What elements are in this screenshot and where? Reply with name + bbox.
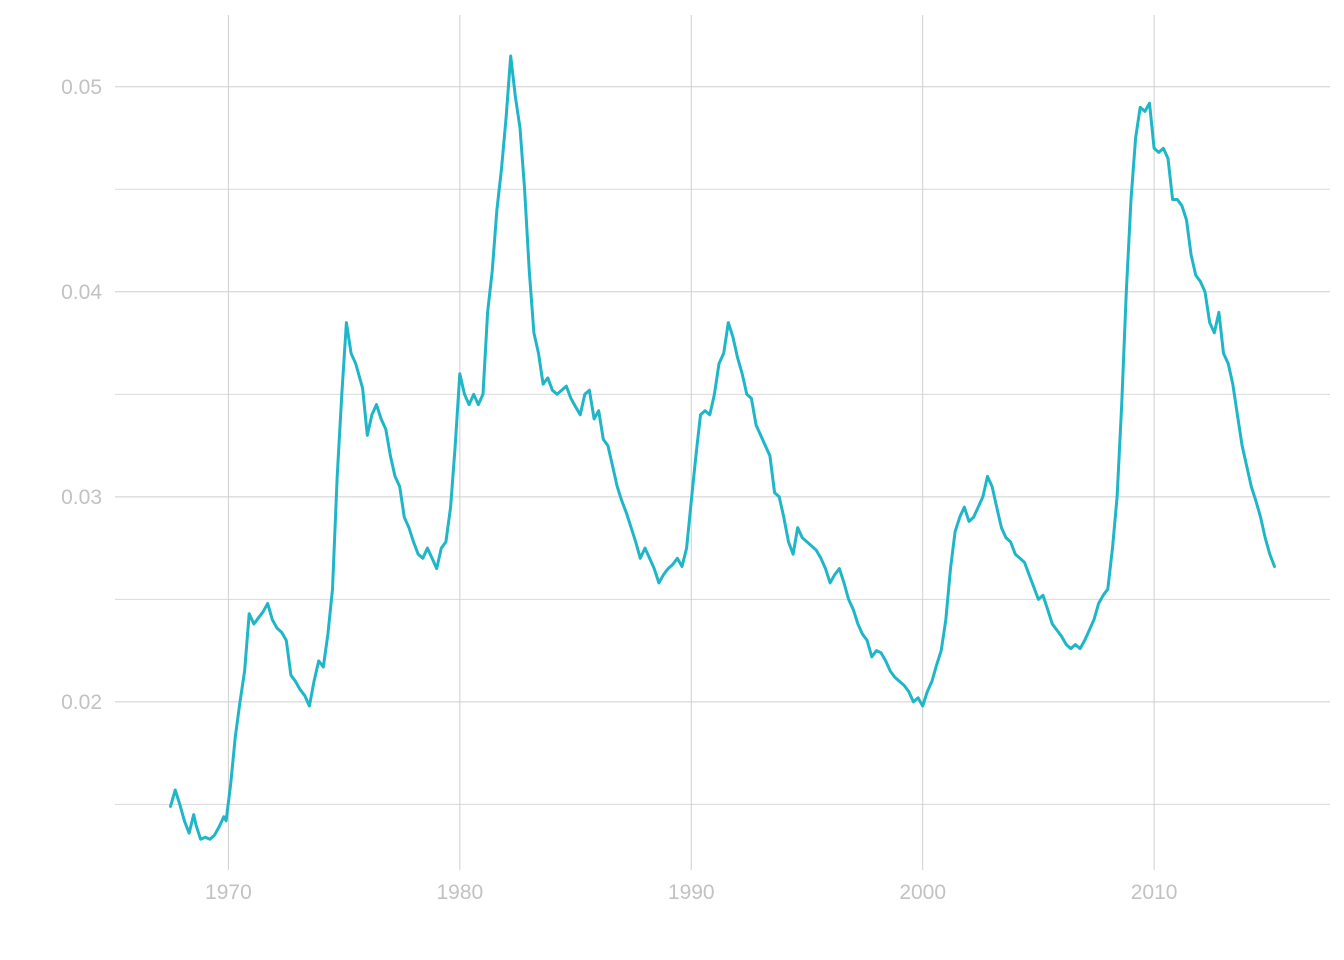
series-layer (169, 54, 1276, 841)
x-tick-label: 2010 (1131, 881, 1178, 904)
y-tick-label: 0.02 (61, 691, 102, 714)
x-axis-tick-labels: 1970 1980 1990 2000 2010 (205, 881, 1177, 904)
x-tick-label: 1970 (205, 881, 252, 904)
y-tick-label: 0.04 (61, 281, 102, 304)
x-tick-label: 2000 (899, 881, 946, 904)
series-line (169, 54, 1276, 841)
x-tick-label: 1980 (436, 881, 483, 904)
y-tick-label: 0.05 (61, 76, 102, 99)
grid-lines (115, 15, 1330, 870)
y-tick-label: 0.03 (61, 486, 102, 509)
y-axis-tick-labels: 0.02 0.03 0.04 0.05 (61, 76, 102, 714)
x-tick-label: 1990 (668, 881, 715, 904)
